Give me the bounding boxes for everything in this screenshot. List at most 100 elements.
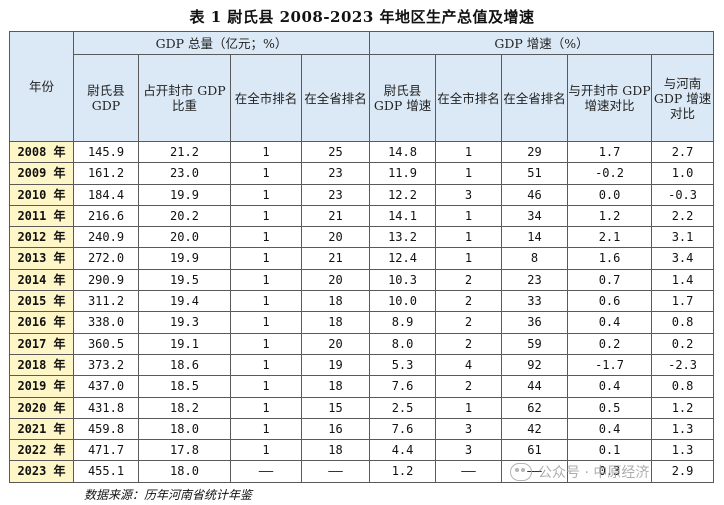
vs-kaifeng-cell: -1.7 <box>567 353 653 377</box>
vs-kaifeng-cell: 0.0 <box>567 183 653 206</box>
growth-province-rank-cell: 34 <box>501 204 569 228</box>
gdp-cell: 459.8 <box>73 417 139 441</box>
table-row: 2014 年 290.9 19.5 1 20 10.3 2 23 0.7 1.4 <box>9 268 715 292</box>
city-rank-cell: 1 <box>230 311 302 334</box>
province-rank-cell: 19 <box>300 353 371 377</box>
province-rank-cell: 18 <box>300 311 371 334</box>
share-cell: 20.0 <box>138 226 231 249</box>
table-row: 2009 年 161.2 23.0 1 23 11.9 1 51 -0.2 1.0 <box>9 162 715 185</box>
gdp-cell: 431.8 <box>73 396 139 419</box>
share-cell: 18.0 <box>138 417 231 441</box>
vs-henan-cell: 2.2 <box>651 204 715 228</box>
growth-city-rank-cell: 2 <box>435 332 503 355</box>
city-rank-cell: 1 <box>230 417 302 441</box>
growth-city-rank-cell: 1 <box>435 396 503 419</box>
vs-kaifeng-cell: 2.1 <box>567 226 653 249</box>
gdp-cell: 161.2 <box>73 162 139 185</box>
year-cell: 2022 年 <box>9 439 74 462</box>
col-header-growth-province-rank: 在全省排名 <box>501 54 569 142</box>
col-header-city-rank: 在全市排名 <box>230 54 302 142</box>
growth-cell: 12.4 <box>369 247 437 270</box>
city-rank-cell: —— <box>230 460 302 483</box>
city-rank-cell: 1 <box>230 375 302 398</box>
growth-cell: 13.2 <box>369 226 437 249</box>
year-cell: 2021 年 <box>9 417 74 441</box>
share-cell: 18.5 <box>138 375 231 398</box>
city-rank-cell: 1 <box>230 268 302 292</box>
vs-henan-cell: 1.3 <box>651 439 715 462</box>
growth-cell: 7.6 <box>369 375 437 398</box>
table-row: 2011 年 216.6 20.2 1 21 14.1 1 34 1.2 2.2 <box>9 204 715 228</box>
col-header-share: 占开封市 GDP 比重 <box>138 54 231 142</box>
growth-cell: 4.4 <box>369 439 437 462</box>
growth-cell: 14.1 <box>369 204 437 228</box>
growth-cell: 11.9 <box>369 162 437 185</box>
gdp-cell: 272.0 <box>73 247 139 270</box>
col-header-province-rank: 在全省排名 <box>300 54 371 142</box>
growth-cell: 5.3 <box>369 353 437 377</box>
year-header: 年份 <box>9 31 74 142</box>
city-rank-cell: 1 <box>230 396 302 419</box>
growth-city-rank-cell: 2 <box>435 311 503 334</box>
year-cell: 2010 年 <box>9 183 74 206</box>
growth-province-rank-cell: 23 <box>501 268 569 292</box>
vs-henan-cell: 1.4 <box>651 268 715 292</box>
growth-cell: 10.0 <box>369 290 437 313</box>
province-rank-cell: 20 <box>300 226 371 249</box>
growth-cell: 12.2 <box>369 183 437 206</box>
vs-henan-cell: 1.7 <box>651 290 715 313</box>
vs-henan-cell: 0.8 <box>651 375 715 398</box>
growth-province-rank-cell: 14 <box>501 226 569 249</box>
growth-cell: 2.5 <box>369 396 437 419</box>
gdp-cell: 216.6 <box>73 204 139 228</box>
gdp-table: 年份 GDP 总量（亿元；%） GDP 增速（%） 尉氏县 GDP 占开封市 G… <box>9 31 715 483</box>
growth-city-rank-cell: 3 <box>435 183 503 206</box>
year-cell: 2012 年 <box>9 226 74 249</box>
growth-province-rank-cell: 62 <box>501 396 569 419</box>
growth-city-rank-cell: 3 <box>435 439 503 462</box>
table-title: 表 1 尉氏县 2008-2023 年地区生产总值及增速 <box>189 8 535 26</box>
year-cell: 2008 年 <box>9 140 74 164</box>
city-rank-cell: 1 <box>230 183 302 206</box>
city-rank-cell: 1 <box>230 290 302 313</box>
table-body: 2008 年 145.9 21.2 1 25 14.8 1 29 1.7 2.7 2009 年 161… <box>9 140 715 483</box>
vs-henan-cell: 1.3 <box>651 417 715 441</box>
share-cell: 19.5 <box>138 268 231 292</box>
vs-henan-cell: 1.0 <box>651 162 715 185</box>
vs-kaifeng-cell: 0.1 <box>567 439 653 462</box>
table-row: 2015 年 311.2 19.4 1 18 10.0 2 33 0.6 1.7 <box>9 290 715 313</box>
growth-city-rank-cell: 4 <box>435 353 503 377</box>
province-rank-cell: 25 <box>300 140 371 164</box>
city-rank-cell: 1 <box>230 162 302 185</box>
vs-kaifeng-cell: 0.7 <box>567 268 653 292</box>
province-rank-cell: 21 <box>300 204 371 228</box>
watermark-text: 公众号 · 中原经济 <box>538 465 650 481</box>
growth-province-rank-cell: 46 <box>501 183 569 206</box>
share-cell: 19.1 <box>138 332 231 355</box>
city-rank-cell: 1 <box>230 332 302 355</box>
city-rank-cell: 1 <box>230 439 302 462</box>
col-header-growth-city-rank: 在全市排名 <box>435 54 503 142</box>
gdp-cell: 240.9 <box>73 226 139 249</box>
growth-cell: 7.6 <box>369 417 437 441</box>
vs-kaifeng-cell: 0.4 <box>567 375 653 398</box>
growth-province-rank-cell: 92 <box>501 353 569 377</box>
year-cell: 2023 年 <box>9 460 74 483</box>
growth-city-rank-cell: 2 <box>435 268 503 292</box>
watermark: 公众号 · 中原经济 <box>510 462 649 482</box>
year-cell: 2019 年 <box>9 375 74 398</box>
city-rank-cell: 1 <box>230 226 302 249</box>
gdp-cell: 471.7 <box>73 439 139 462</box>
gdp-cell: 184.4 <box>73 183 139 206</box>
year-cell: 2014 年 <box>9 268 74 292</box>
growth-city-rank-cell: 1 <box>435 162 503 185</box>
growth-city-rank-cell: 3 <box>435 417 503 441</box>
growth-province-rank-cell: 29 <box>501 140 569 164</box>
share-cell: 18.6 <box>138 353 231 377</box>
share-cell: 23.0 <box>138 162 231 185</box>
table-row: 2012 年 240.9 20.0 1 20 13.2 1 14 2.1 3.1 <box>9 226 715 249</box>
table-row: 2020 年 431.8 18.2 1 15 2.5 1 62 0.5 1.2 <box>9 396 715 419</box>
share-cell: 19.9 <box>138 183 231 206</box>
year-cell: 2018 年 <box>9 353 74 377</box>
growth-cell: 8.9 <box>369 311 437 334</box>
